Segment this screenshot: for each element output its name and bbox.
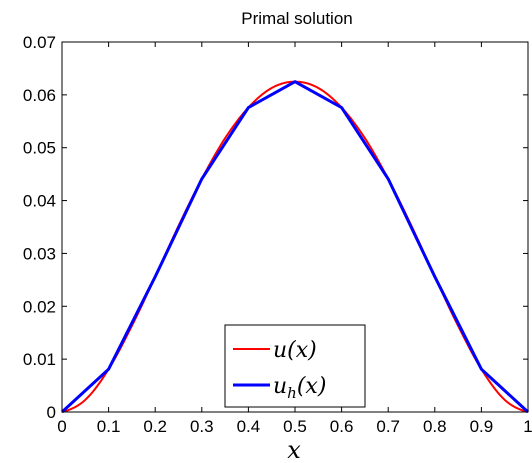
legend-entry-arg: (x) — [287, 338, 317, 363]
x-tick-label: 0.6 — [330, 417, 354, 436]
legend-entry-base: u — [273, 374, 287, 399]
y-tick-label: 0 — [47, 403, 56, 422]
x-tick-label: 0.2 — [143, 417, 167, 436]
y-tick-label: 0.05 — [23, 139, 56, 158]
legend-entry-arg: (x) — [297, 374, 327, 399]
legend-box — [224, 324, 366, 408]
x-tick-label: 0.9 — [470, 417, 494, 436]
x-tick-label: 1 — [523, 417, 532, 436]
legend: u(x)uh(x) — [224, 324, 366, 408]
x-axis: 0 0.1 0.2 0.3 0.4 0.5 0.6 0.7 0.8 0.9 1 — [57, 42, 532, 436]
legend-entry-base: u — [273, 338, 287, 363]
x-tick-label: 0.5 — [283, 417, 307, 436]
chart-title: Primal solution — [241, 9, 353, 28]
x-tick-label: 0.4 — [237, 417, 261, 436]
y-axis: 0 0.01 0.02 0.03 0.04 0.05 0.06 0.07 — [23, 33, 528, 422]
legend-entry: u(x) — [273, 338, 317, 363]
plot-area — [60, 80, 530, 414]
x-tick-label: 0.8 — [423, 417, 447, 436]
legend-entry-subscript: h — [287, 384, 297, 402]
y-tick-label: 0.02 — [23, 297, 56, 316]
y-tick-label: 0.06 — [23, 86, 56, 105]
y-tick-label: 0.03 — [23, 244, 56, 263]
x-tick-label: 0.7 — [376, 417, 400, 436]
y-tick-label: 0.04 — [23, 192, 56, 211]
y-tick-label: 0.07 — [23, 33, 56, 52]
x-axis-label: x — [287, 436, 301, 463]
x-tick-label: 0.1 — [97, 417, 121, 436]
legend-entry: uh(x) — [273, 374, 326, 402]
x-tick-label: 0.3 — [190, 417, 214, 436]
x-tick-label: 0 — [57, 417, 66, 436]
series-line-uh — [60, 80, 530, 414]
y-tick-label: 0.01 — [23, 350, 56, 369]
